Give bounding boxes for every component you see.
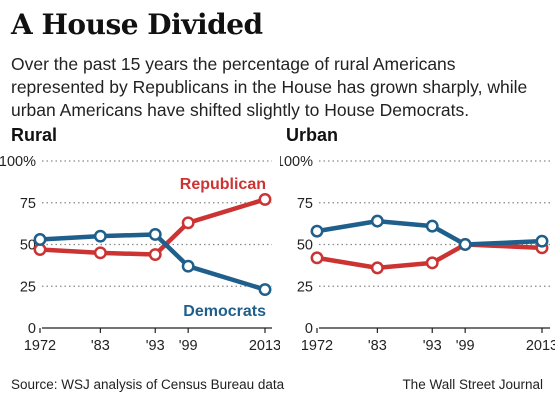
urban-republican-point bbox=[310, 251, 324, 265]
rural-x-tick-label: 2013 bbox=[249, 338, 280, 354]
rural-y-tick-label: 100% bbox=[0, 154, 36, 170]
rural-democrat-point bbox=[148, 228, 162, 241]
rural-y-tick-label: 25 bbox=[20, 279, 36, 295]
urban-democrat-point bbox=[535, 234, 549, 248]
rural-republican-point bbox=[93, 246, 107, 260]
chart-subtitle: Over the past 15 years the percentage of… bbox=[11, 54, 528, 120]
rural-y-tick-label: 0 bbox=[28, 321, 36, 337]
urban-republican-point bbox=[370, 261, 384, 275]
urban-y-tick-label: 100% bbox=[280, 154, 313, 170]
publisher-credit: The Wall Street Journal bbox=[402, 377, 543, 392]
rural-democrat-line bbox=[39, 232, 266, 292]
rural-x-tick-label: '99 bbox=[179, 338, 198, 354]
urban-republican-point bbox=[425, 256, 439, 270]
rural-republican-line bbox=[39, 197, 266, 257]
urban-y-tick-label: 25 bbox=[297, 279, 313, 295]
rural-x-tick-label: '83 bbox=[91, 338, 110, 354]
rural-panel-title: Rural bbox=[11, 125, 58, 145]
rural-republican-point bbox=[181, 216, 195, 230]
rural-x-tick-label: 1972 bbox=[24, 338, 56, 354]
rural-democrat-point bbox=[258, 283, 272, 297]
rural-democrat-point bbox=[181, 259, 195, 273]
rural-y-tick-label: 50 bbox=[20, 238, 36, 254]
rural-republican-point bbox=[258, 192, 272, 206]
rural-chart: 0 25 50 75 100% 1972 '83 '93 '99 2013 Republican De… bbox=[0, 154, 280, 354]
rural-democrats-label: Democrats bbox=[183, 303, 266, 320]
urban-democrat-point bbox=[458, 238, 472, 251]
urban-x-tick-label: 1972 bbox=[301, 338, 333, 354]
rural-democrat-point bbox=[33, 233, 47, 246]
urban-panel-title: Urban bbox=[286, 125, 339, 145]
rural-republican-point bbox=[148, 248, 162, 261]
urban-x-tick-label: '99 bbox=[456, 338, 475, 354]
rural-x-tick-label: '93 bbox=[146, 338, 165, 354]
rural-y-tick-label: 75 bbox=[20, 196, 36, 212]
urban-democrat-point bbox=[425, 219, 439, 233]
urban-y-tick-label: 0 bbox=[305, 321, 313, 337]
rural-republican-label: Republican bbox=[180, 176, 266, 193]
urban-democrat-point bbox=[310, 224, 324, 238]
urban-chart: 0 25 50 75 100% 1972 '83 '93 '99 2013 bbox=[280, 154, 555, 354]
urban-democrat-point bbox=[370, 214, 384, 228]
rural-democrat-point bbox=[93, 229, 107, 243]
urban-y-tick-label: 50 bbox=[297, 238, 313, 254]
urban-x-tick-label: '93 bbox=[423, 338, 442, 354]
urban-y-tick-label: 75 bbox=[297, 196, 313, 212]
urban-x-tick-label: 2013 bbox=[526, 338, 555, 354]
chart-title: A House Divided bbox=[11, 8, 263, 41]
urban-x-tick-label: '83 bbox=[368, 338, 387, 354]
source-note: Source: WSJ analysis of Census Bureau da… bbox=[11, 377, 285, 392]
